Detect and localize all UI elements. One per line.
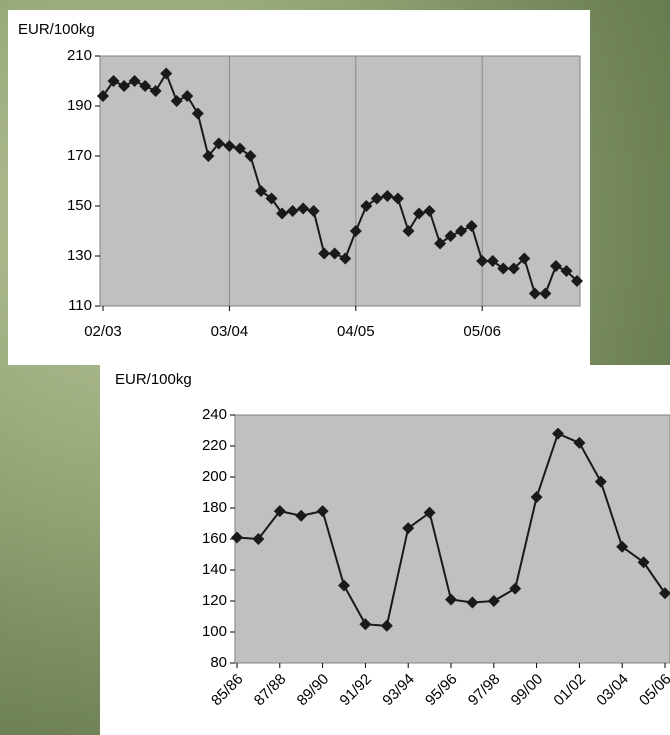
data-point [413, 207, 425, 220]
data-point [445, 593, 457, 606]
data-point [509, 582, 522, 595]
data-point [423, 205, 436, 217]
data-point [170, 95, 183, 107]
data-point [528, 287, 541, 300]
data-point [316, 505, 329, 518]
data-point [370, 192, 383, 205]
data-point [497, 262, 510, 275]
data-point [486, 255, 499, 267]
y-axis-label: EUR/100kg [18, 21, 95, 38]
data-point [181, 90, 194, 102]
plot-area [234, 414, 670, 664]
data-point [573, 436, 586, 449]
data-point [594, 475, 607, 488]
data-point [265, 192, 278, 205]
data-point [423, 506, 436, 519]
data-point [339, 252, 352, 265]
data-point [149, 85, 162, 97]
data-point [391, 192, 404, 205]
data-point [549, 260, 562, 272]
data-point [244, 150, 257, 162]
data-point [128, 75, 141, 87]
data-point [349, 225, 362, 237]
data-point [97, 90, 109, 102]
data-point [637, 556, 650, 569]
data-point [139, 80, 152, 92]
x-tick-label: 04/05 [337, 323, 375, 340]
data-point [466, 596, 479, 609]
data-point [530, 491, 543, 504]
data-point [318, 247, 331, 260]
data-point [233, 142, 246, 155]
data-point [252, 533, 265, 545]
data-point [255, 185, 267, 197]
data-point [518, 252, 531, 265]
data-point [212, 137, 225, 150]
data-point [295, 509, 308, 522]
data-point [476, 255, 489, 267]
data-point [360, 200, 373, 212]
data-point [455, 225, 468, 237]
data-point [381, 190, 394, 202]
y-axis-label: EUR/100kg [115, 371, 192, 388]
data-point [616, 540, 629, 553]
data-point [286, 205, 299, 217]
x-tick-label: 03/04 [211, 323, 249, 340]
data-point [118, 80, 131, 92]
data-point [434, 237, 447, 250]
y-tick-label: 110 [68, 297, 92, 314]
y-tick-label: 150 [67, 197, 92, 214]
series-line [102, 71, 578, 295]
x-tick-label: 05/06 [463, 323, 501, 340]
data-point [202, 150, 215, 162]
y-tick-label: 240 [202, 406, 227, 423]
y-tick-label: 220 [202, 437, 227, 454]
data-point [507, 262, 520, 275]
x-tick-label: 02/03 [84, 323, 122, 340]
y-tick-label: 170 [67, 147, 92, 164]
y-tick-label: 140 [202, 561, 227, 578]
y-tick-label: 120 [202, 592, 227, 609]
data-point [552, 427, 564, 440]
data-point [571, 275, 583, 287]
y-tick-label: 100 [202, 623, 227, 640]
data-point [487, 595, 500, 607]
data-point [465, 220, 478, 232]
data-point [328, 247, 341, 260]
y-tick-label: 80 [210, 654, 227, 671]
data-point [307, 205, 320, 217]
y-tick-label: 130 [67, 247, 92, 264]
data-point [402, 225, 415, 237]
data-point [539, 287, 552, 300]
y-tick-label: 210 [67, 47, 92, 64]
y-tick-label: 190 [67, 97, 92, 114]
y-tick-label: 180 [202, 499, 227, 516]
data-point [380, 619, 393, 632]
data-point [402, 522, 415, 535]
data-point [191, 107, 204, 120]
data-point [231, 531, 243, 544]
data-point [107, 75, 120, 87]
data-point [160, 67, 173, 80]
y-tick-label: 200 [202, 468, 227, 485]
data-point [659, 587, 670, 600]
data-point [444, 230, 457, 242]
plot-area [99, 55, 581, 307]
data-point [338, 579, 350, 592]
data-point [223, 140, 236, 152]
data-point [273, 505, 286, 518]
y-tick-label: 160 [202, 530, 227, 547]
data-point [276, 207, 289, 220]
data-point [359, 618, 372, 631]
data-point [297, 202, 310, 215]
data-point [560, 265, 573, 277]
